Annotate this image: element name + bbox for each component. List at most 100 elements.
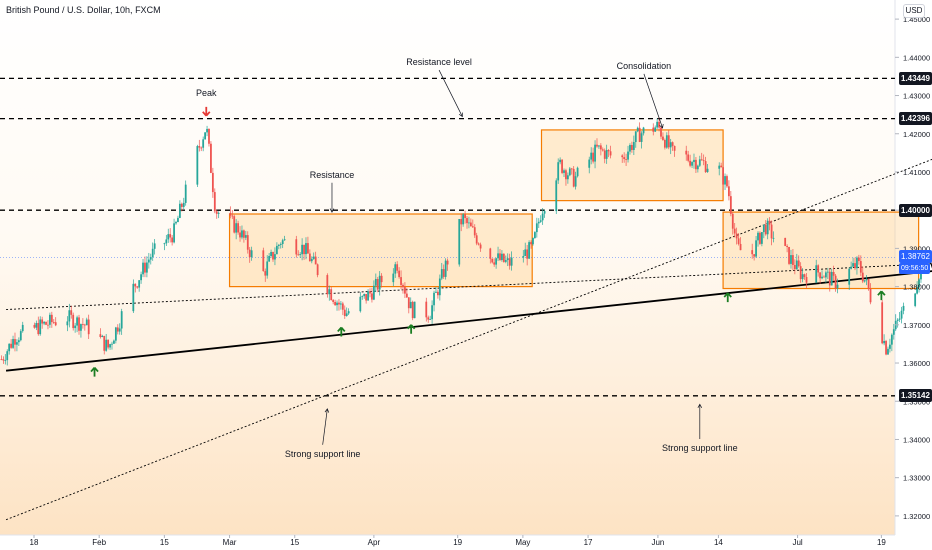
candle-body — [704, 161, 707, 173]
candle-body — [819, 272, 821, 279]
candle-body — [433, 292, 435, 306]
candle-body — [803, 274, 806, 277]
candle-body — [731, 213, 734, 229]
candle-body — [81, 324, 84, 325]
candle-body — [281, 240, 284, 245]
candle-body — [244, 235, 247, 238]
candle-body — [33, 324, 36, 328]
candle-body — [722, 167, 724, 185]
candle-body — [196, 146, 199, 185]
candle-body — [365, 293, 368, 301]
price-tick-label: 1.34000 — [903, 435, 930, 444]
candle-body — [576, 167, 579, 177]
annotation-pointer-head — [659, 124, 664, 129]
candle-body — [596, 144, 598, 147]
candle-body — [673, 145, 676, 151]
candle-body — [413, 301, 416, 319]
candle-body — [12, 339, 14, 348]
time-tick-label: Mar — [223, 538, 237, 547]
candle-body — [310, 258, 313, 262]
candle-body — [539, 220, 542, 222]
candle-body — [790, 255, 792, 264]
candle-body — [634, 131, 637, 143]
candle-body — [206, 128, 208, 133]
candle-body — [49, 314, 51, 325]
currency-button[interactable]: USD — [903, 4, 925, 18]
price-tick-label: 1.38000 — [903, 283, 930, 292]
candle-body — [101, 335, 104, 337]
candle-body — [372, 285, 375, 300]
candle-body — [565, 170, 567, 180]
symbol-title: British Pound / U.S. Dollar, 10h, FXCM — [6, 5, 161, 15]
candle-body — [574, 176, 577, 187]
candle-body — [631, 145, 633, 150]
candle-body — [729, 196, 732, 214]
candle-body — [21, 324, 24, 332]
candle-body — [340, 303, 342, 305]
candle-body — [656, 121, 659, 128]
candle-body — [568, 168, 571, 176]
candle-body — [369, 291, 371, 294]
candle-body — [134, 283, 137, 287]
candle-body — [169, 234, 172, 238]
candle-body — [479, 244, 482, 249]
candle-body — [103, 335, 106, 351]
candle-body — [762, 224, 765, 233]
level-price-tag: 1.42396 — [899, 112, 932, 126]
time-axis-background — [0, 535, 932, 550]
candle-body — [17, 340, 20, 343]
candle-body — [229, 212, 232, 216]
candle-body — [466, 218, 468, 224]
candle-body — [173, 223, 175, 243]
candle-body — [720, 165, 723, 168]
candle-body — [770, 224, 773, 239]
candle-body — [326, 275, 329, 295]
candle-body — [797, 260, 800, 267]
candle-body — [652, 127, 655, 132]
candle-body — [506, 258, 509, 261]
candle-body — [140, 274, 142, 281]
candle-body — [836, 284, 839, 289]
candle-body — [570, 168, 573, 170]
candle-body — [330, 289, 333, 301]
up-arrow-icon — [90, 366, 99, 377]
candle-body — [751, 250, 754, 255]
candle-body — [555, 180, 558, 212]
candle-body — [367, 291, 369, 301]
candle-body — [667, 135, 670, 148]
candle-body — [39, 319, 42, 335]
candle-body — [792, 255, 794, 265]
candle-body — [693, 159, 695, 163]
annotation-pointer — [322, 408, 328, 445]
candle-body — [557, 162, 560, 181]
candle-body — [336, 302, 338, 306]
candle-body — [499, 253, 501, 260]
candle-body — [609, 151, 612, 156]
candle-body — [601, 149, 604, 151]
candle-body — [262, 250, 265, 272]
candle-body — [786, 245, 789, 247]
annotation-pointer-head — [697, 403, 703, 408]
candle-body — [728, 186, 730, 197]
candle-body — [297, 254, 300, 256]
candle-body — [312, 256, 315, 259]
candle-body — [37, 322, 40, 335]
candle-body — [407, 297, 410, 309]
candle-body — [295, 239, 298, 255]
candle-body — [404, 287, 406, 294]
down-arrow-icon — [202, 106, 211, 117]
annotation-label: Peak — [196, 87, 217, 98]
time-tick-label: May — [515, 538, 530, 547]
candle-body — [241, 230, 243, 238]
candle-body — [592, 152, 595, 162]
level-price-tag: 1.43449 — [899, 71, 932, 85]
candle-body — [171, 237, 174, 243]
candle-body — [10, 343, 13, 348]
candle-body — [534, 232, 536, 239]
candle-body — [204, 132, 207, 140]
candle-body — [642, 127, 645, 134]
candle-body — [469, 222, 472, 227]
candle-body — [821, 276, 823, 279]
